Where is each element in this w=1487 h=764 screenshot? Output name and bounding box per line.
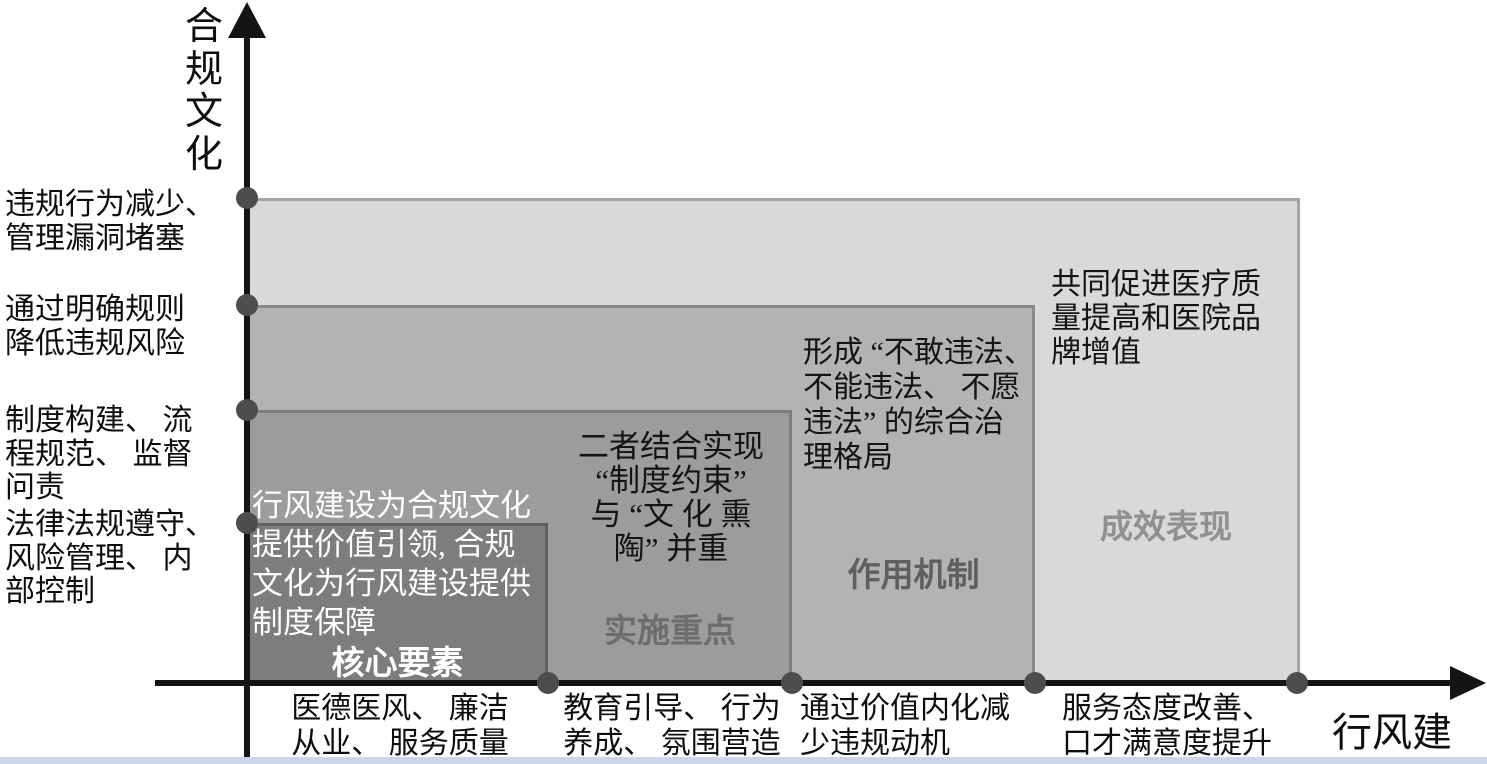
y-axis-label-3: 制度构建、 流 程规范、 监督 问责 — [5, 404, 193, 505]
box-core — [247, 523, 548, 683]
y-axis-label-1: 违规行为减少、 管理漏洞堵塞 — [5, 188, 215, 255]
box-core-label: 核心要素 — [331, 646, 464, 682]
box-outcome-label: 成效表现 — [1100, 510, 1232, 546]
box-implementation-label: 实施重点 — [604, 614, 736, 650]
bottom-edge-strip — [0, 757, 1487, 764]
x-axis-label-2: 教育引导、 行为 养成、 氛围营造 — [563, 692, 781, 760]
x-axis-line — [155, 680, 1455, 686]
x-axis-dot-2 — [781, 672, 803, 694]
x-axis-dot-1 — [537, 672, 559, 694]
box-mechanism-text: 形成 “不敢违法、 不能违法、 不愿 违法” 的综合治 理格局 — [803, 336, 1034, 474]
x-axis-arrow-icon — [1450, 666, 1486, 700]
y-axis-dot-4 — [236, 512, 258, 534]
x-axis-dot-3 — [1024, 672, 1046, 694]
y-axis-label-2: 通过明确规则 降低违规风险 — [5, 293, 185, 360]
box-outcome-text: 共同促进医疗质 量提高和医院品 牌增值 — [1051, 268, 1261, 369]
y-axis-label-4: 法律法规遵守、 风险管理、 内 部控制 — [5, 508, 215, 609]
box-implementation-text: 二者结合实现 “制度约束” 与 “文 化 熏 陶” 并重 — [578, 429, 764, 566]
x-axis-label-1: 医德医风、 廉洁 从业、 服务质量 — [291, 692, 509, 760]
y-axis-arrow-icon — [228, 2, 266, 38]
x-axis-dot-4 — [1286, 672, 1308, 694]
box-core-text: 行风建设为合规文化 提供价值引领, 合规 文化为行风建设提供 制度保障 — [252, 488, 531, 640]
x-axis-label-3: 通过价值内化减 少违规动机 — [800, 692, 1010, 760]
y-axis-title: 合规文化 — [184, 6, 223, 176]
x-axis-title: 行风建设 — [1332, 710, 1452, 755]
y-axis-dot-3 — [236, 399, 258, 421]
box-mechanism-label: 作用机制 — [847, 558, 980, 594]
y-axis-dot-2 — [236, 294, 258, 316]
y-axis-line — [244, 28, 250, 764]
x-axis-label-4: 服务态度改善、 口才满意度提升 — [1062, 692, 1272, 760]
y-axis-dot-1 — [236, 187, 258, 209]
